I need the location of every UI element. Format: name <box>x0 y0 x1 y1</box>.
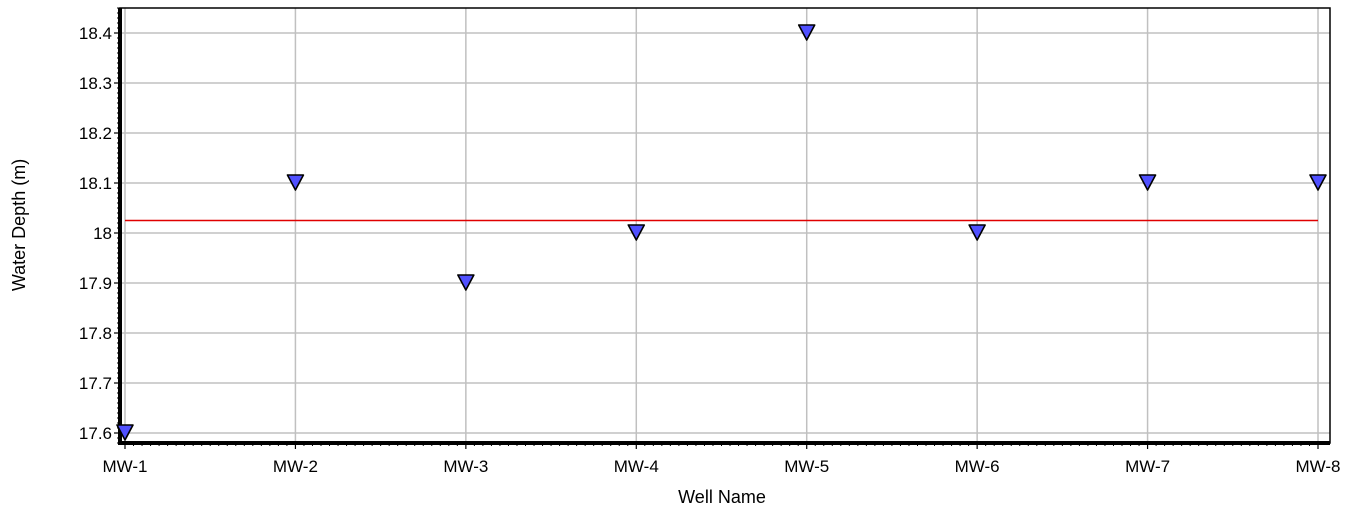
x-tick-label: MW-8 <box>1295 457 1340 476</box>
y-tick-label: 18 <box>93 224 112 243</box>
y-tick-label: 17.9 <box>79 274 112 293</box>
x-tick-label: MW-5 <box>784 457 829 476</box>
y-tick-label: 18.1 <box>79 174 112 193</box>
y-tick-label: 18.4 <box>79 24 112 43</box>
x-tick-labels: MW-1 MW-2 MW-3 MW-4 MW-5 MW-6 MW-7 MW-8 <box>102 457 1340 476</box>
y-tick-label: 18.2 <box>79 124 112 143</box>
x-tick-label: MW-4 <box>614 457 659 476</box>
grid-lines <box>120 8 1330 443</box>
axes <box>114 7 1331 449</box>
y-tick-label: 17.8 <box>79 324 112 343</box>
x-axis-title: Well Name <box>678 487 766 507</box>
data-point-mw-4 <box>627 224 646 241</box>
data-point-mw-1 <box>116 424 134 441</box>
y-tick-label: 17.6 <box>79 424 112 443</box>
x-tick-label: MW-7 <box>1125 457 1170 476</box>
y-axis-title: Water Depth (m) <box>9 159 29 291</box>
data-points <box>116 24 1327 441</box>
y-tick-label: 17.7 <box>79 374 112 393</box>
x-tick-label: MW-6 <box>955 457 1000 476</box>
x-tick-label: MW-2 <box>273 457 318 476</box>
y-tick-labels: 17.6 17.7 17.8 17.9 18 18.1 18.2 18.3 18.4 <box>79 24 112 443</box>
y-tick-label: 18.3 <box>79 74 112 93</box>
data-point-mw-2 <box>286 174 305 191</box>
data-point-mw-8 <box>1309 174 1327 191</box>
data-point-mw-6 <box>968 224 986 241</box>
plot-frame <box>119 7 1331 444</box>
x-tick-label: MW-1 <box>102 457 147 476</box>
x-tick-label: MW-3 <box>443 457 488 476</box>
data-point-mw-3 <box>457 274 475 291</box>
data-point-mw-7 <box>1138 174 1157 191</box>
data-point-mw-5 <box>797 24 816 41</box>
